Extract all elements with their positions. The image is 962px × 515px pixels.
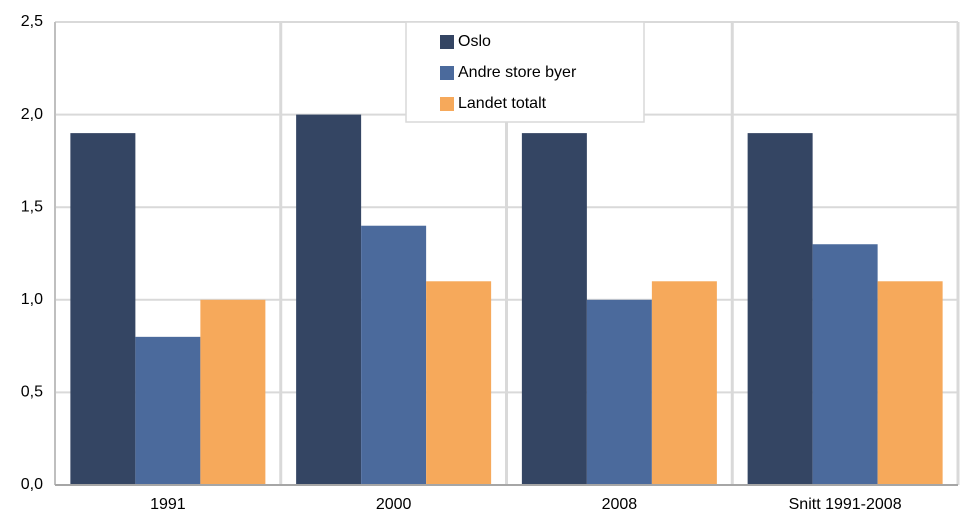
legend-label: Andre store byer [458,64,577,81]
bar [296,114,362,485]
legend-label: Oslo [458,33,491,50]
bar [651,281,717,485]
y-tick-label: 0,5 [21,384,43,401]
bar [812,244,878,485]
legend-swatch [440,66,454,80]
x-tick-label: 2008 [602,496,638,513]
bar [135,336,201,485]
bar [200,299,266,485]
bar [521,133,587,485]
bar [361,225,427,485]
x-tick-label: Snitt 1991-2008 [789,496,902,513]
bar [586,299,652,485]
y-tick-label: 0,0 [21,476,43,493]
y-tick-label: 1,5 [21,198,43,215]
bar [426,281,492,485]
legend-label: Landet totalt [458,95,547,112]
y-tick-label: 2,0 [21,106,43,123]
x-tick-label: 1991 [150,496,186,513]
y-tick-label: 1,0 [21,291,43,308]
legend-swatch [440,35,454,49]
x-tick-label: 2000 [376,496,412,513]
bar [877,281,943,485]
legend-swatch [440,97,454,111]
y-tick-label: 2,5 [21,13,43,30]
bar [747,133,813,485]
bar [70,133,136,485]
